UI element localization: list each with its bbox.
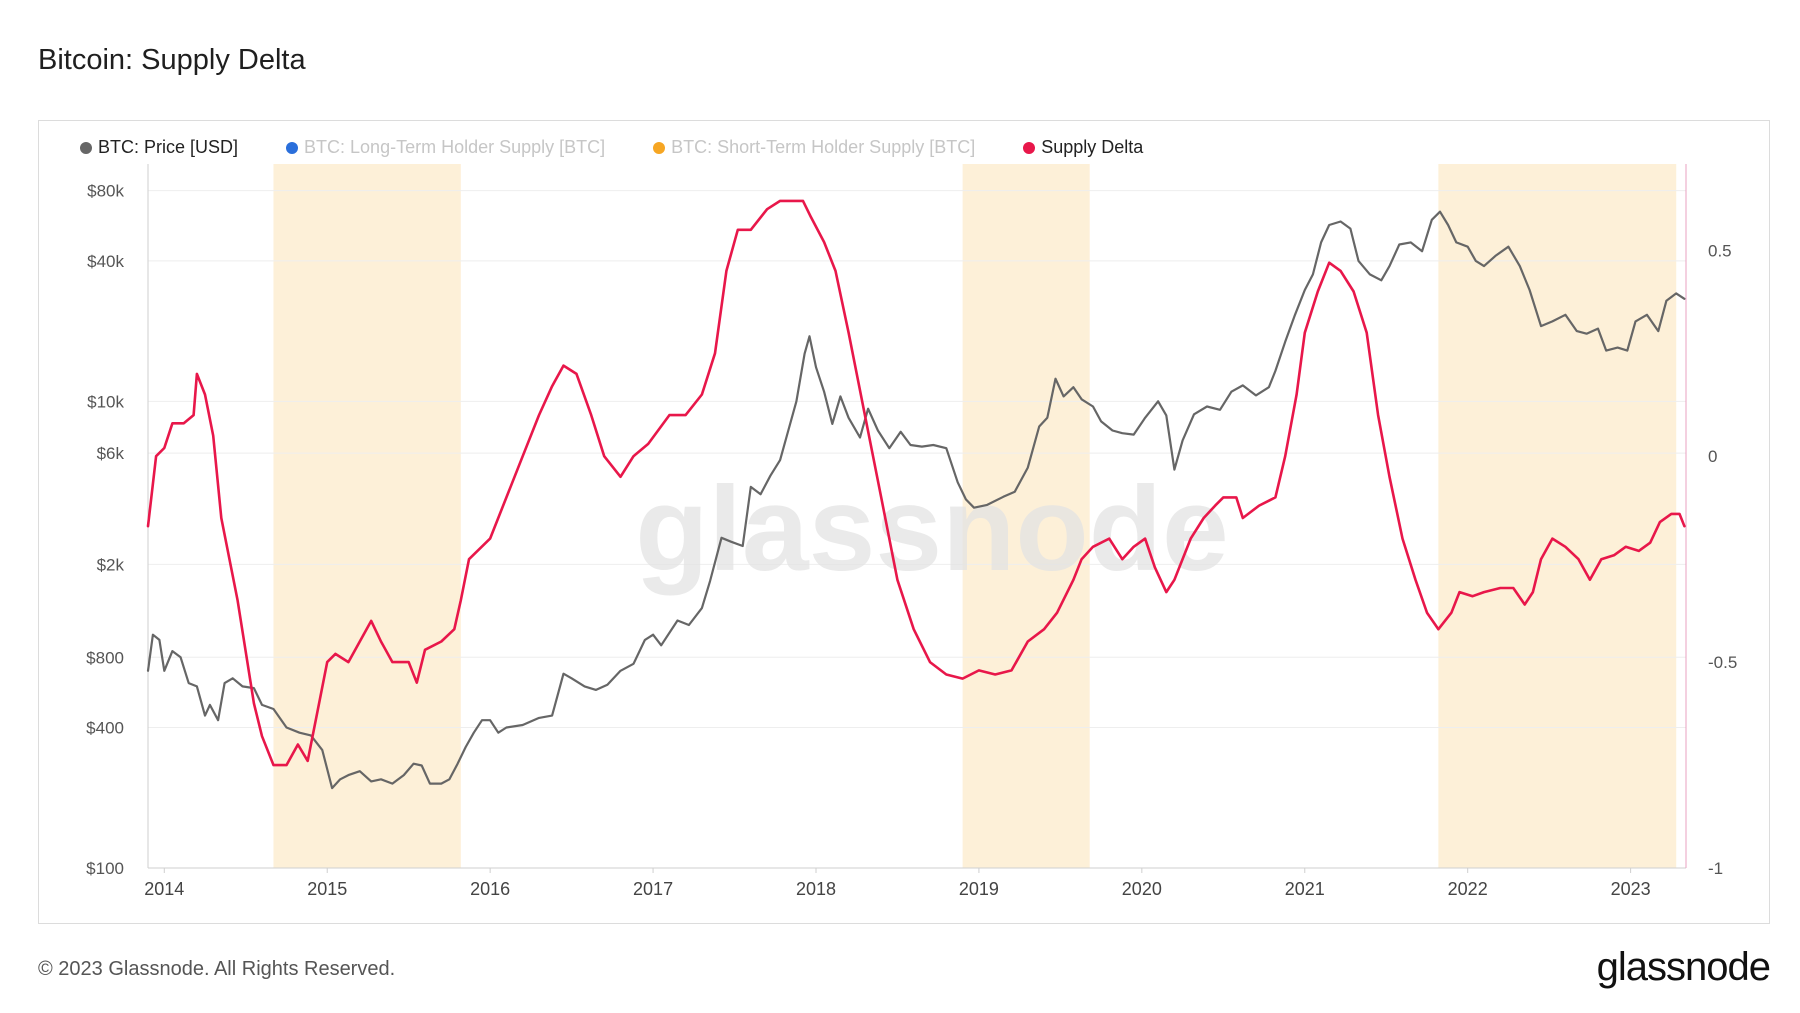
y-right-tick-label: 0.5 (1708, 241, 1732, 260)
x-tick-label: 2022 (1448, 879, 1488, 899)
x-tick-label: 2014 (144, 879, 184, 899)
x-tick-label: 2021 (1285, 879, 1325, 899)
legend-item-lth-supply[interactable]: BTC: Long-Term Holder Supply [BTC] (286, 137, 605, 158)
x-tick-label: 2017 (633, 879, 673, 899)
y-left-tick-label: $100 (86, 859, 124, 878)
shaded-period-1 (962, 164, 1090, 868)
x-tick-label: 2020 (1122, 879, 1162, 899)
page-title: Bitcoin: Supply Delta (38, 44, 306, 76)
legend-dot-sth-supply (653, 141, 666, 154)
legend-label-sth-supply: BTC: Short-Term Holder Supply [BTC] (671, 137, 976, 157)
y-left-tick-label: $400 (86, 719, 124, 738)
x-tick-label: 2015 (307, 879, 347, 899)
y-right-tick-label: -0.5 (1708, 653, 1737, 672)
y-left-tick-label: $10k (87, 392, 124, 411)
legend-item-price[interactable]: BTC: Price [USD] (80, 137, 238, 158)
glassnode-logo: glassnode (1596, 945, 1771, 989)
watermark-text: glassnode (635, 462, 1229, 596)
shaded-period-0 (273, 164, 461, 868)
chart-frame (38, 120, 1770, 924)
chart-legend: BTC: Price [USD] BTC: Long-Term Holder S… (80, 137, 1143, 158)
legend-label-price: BTC: Price [USD] (98, 137, 239, 157)
y-left-tick-label: $6k (97, 444, 125, 463)
x-tick-label: 2019 (959, 879, 999, 899)
y-right-tick-label: -1 (1708, 859, 1723, 878)
x-tick-label: 2016 (470, 879, 510, 899)
series-line-supply-delta (146, 199, 1686, 767)
legend-dot-lth-supply (286, 141, 299, 154)
legend-dot-price (80, 141, 92, 154)
y-right-tick-label: 0 (1708, 447, 1717, 466)
y-left-tick-label: $2k (97, 555, 125, 574)
legend-label-supply-delta: Supply Delta (1041, 137, 1144, 157)
y-left-tick-label: $800 (86, 648, 124, 667)
legend-dot-supply-delta (1023, 141, 1036, 154)
x-tick-label: 2023 (1611, 879, 1651, 899)
legend-item-sth-supply[interactable]: BTC: Short-Term Holder Supply [BTC] (653, 137, 975, 158)
legend-label-lth-supply: BTC: Long-Term Holder Supply [BTC] (304, 137, 606, 157)
x-tick-label: 2018 (796, 879, 836, 899)
y-left-tick-label: $40k (87, 252, 124, 271)
shaded-period-2 (1438, 164, 1677, 868)
legend-item-supply-delta[interactable]: Supply Delta (1023, 137, 1143, 158)
series-line-price (146, 210, 1686, 790)
footer-copyright: © 2023 Glassnode. All Rights Reserved. (38, 958, 396, 980)
y-left-tick-label: $80k (87, 182, 124, 201)
